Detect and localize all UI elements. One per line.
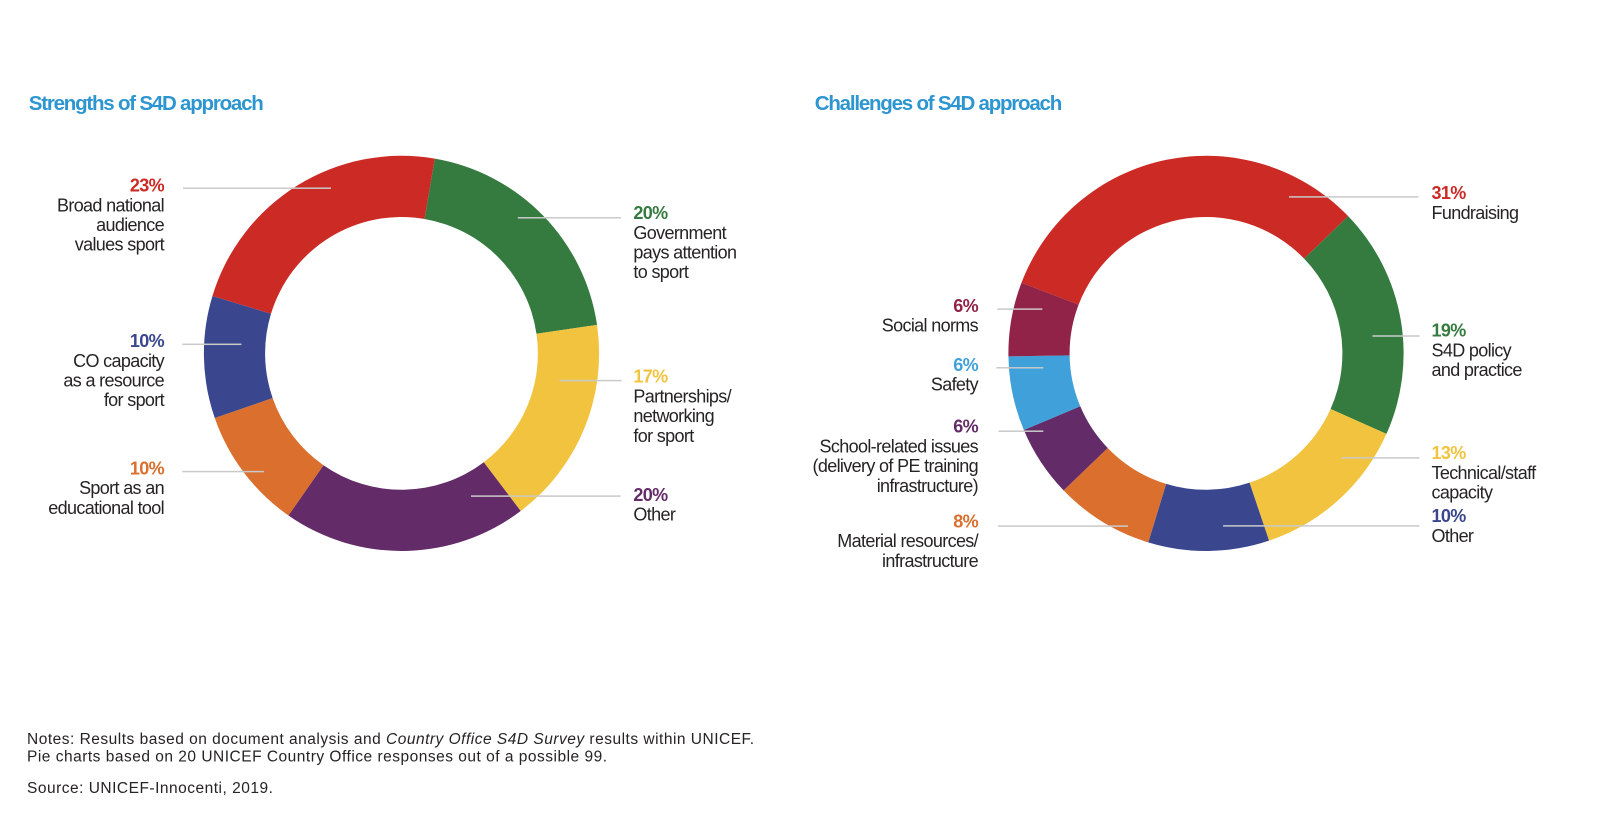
svg-text:pays attention: pays attention [633,243,736,263]
svg-text:educational tool: educational tool [48,498,164,518]
svg-text:infrastructure: infrastructure [882,551,979,571]
svg-text:10%: 10% [130,331,165,351]
svg-text:for sport: for sport [104,390,165,410]
svg-text:Other: Other [633,505,675,525]
svg-text:for sport: for sport [633,426,694,446]
svg-text:Strengths of S4D approach: Strengths of S4D approach [29,92,263,115]
svg-text:Challenges of S4D approach: Challenges of S4D approach [815,92,1062,115]
svg-text:6%: 6% [953,417,978,437]
svg-text:10%: 10% [130,458,165,478]
svg-text:Government: Government [633,223,726,243]
svg-text:6%: 6% [953,296,978,316]
svg-text:Broad national: Broad national [57,195,164,215]
svg-text:17%: 17% [633,367,668,387]
svg-text:Material resources/: Material resources/ [837,531,978,551]
svg-text:Pie charts based on 20 UNICEF: Pie charts based on 20 UNICEF Country Of… [27,749,608,766]
svg-text:Fundraising: Fundraising [1432,203,1519,223]
svg-text:8%: 8% [953,512,978,532]
svg-text:capacity: capacity [1432,483,1493,503]
svg-text:Sport as an: Sport as an [79,478,164,498]
svg-text:as a resource: as a resource [63,371,164,391]
svg-text:13%: 13% [1432,443,1467,463]
svg-text:audience: audience [96,215,165,235]
svg-text:6%: 6% [953,355,978,375]
svg-text:infrastructure): infrastructure) [877,476,978,496]
svg-text:Source: UNICEF-Innocenti, 2019: Source: UNICEF-Innocenti, 2019. [27,780,273,797]
svg-text:School-related issues: School-related issues [820,436,979,456]
svg-text:10%: 10% [1432,506,1467,526]
svg-text:20%: 20% [633,203,668,223]
svg-text:S4D policy: S4D policy [1432,340,1512,360]
svg-text:23%: 23% [130,176,165,196]
svg-text:19%: 19% [1432,321,1467,341]
svg-text:networking: networking [633,406,714,426]
svg-text:31%: 31% [1432,183,1467,203]
svg-text:and practice: and practice [1432,360,1523,380]
svg-text:Social norms: Social norms [882,316,979,336]
svg-text:Partnerships/: Partnerships/ [633,386,731,406]
svg-text:20%: 20% [633,485,668,505]
svg-text:Notes: Results based on docume: Notes: Results based on document analysi… [27,731,755,748]
svg-text:Technical/staff: Technical/staff [1432,463,1538,483]
svg-text:Other: Other [1432,526,1474,546]
svg-text:CO capacity: CO capacity [73,351,165,371]
svg-text:to sport: to sport [633,262,688,282]
svg-text:(delivery of PE training: (delivery of PE training [813,456,978,476]
svg-text:values sport: values sport [75,235,165,255]
svg-text:Safety: Safety [931,375,979,395]
